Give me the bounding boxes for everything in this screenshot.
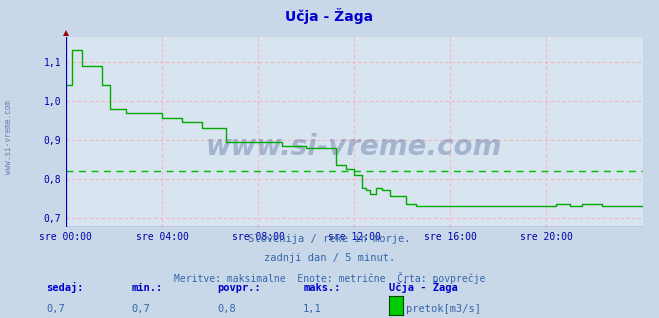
Text: sedaj:: sedaj: [46, 282, 84, 293]
Text: zadnji dan / 5 minut.: zadnji dan / 5 minut. [264, 253, 395, 263]
Text: maks.:: maks.: [303, 283, 341, 293]
Text: www.si-vreme.com: www.si-vreme.com [4, 100, 13, 174]
Text: min.:: min.: [132, 283, 163, 293]
Text: Učja - Žaga: Učja - Žaga [285, 8, 374, 24]
Text: 0,7: 0,7 [46, 304, 65, 314]
Text: povpr.:: povpr.: [217, 283, 261, 293]
Text: pretok[m3/s]: pretok[m3/s] [406, 304, 481, 314]
Text: 0,7: 0,7 [132, 304, 150, 314]
Text: Meritve: maksimalne  Enote: metrične  Črta: povprečje: Meritve: maksimalne Enote: metrične Črta… [174, 272, 485, 284]
Text: www.si-vreme.com: www.si-vreme.com [206, 133, 502, 161]
Text: Učja - Žaga: Učja - Žaga [389, 281, 457, 293]
Text: 0,8: 0,8 [217, 304, 236, 314]
Text: 1,1: 1,1 [303, 304, 322, 314]
Text: Slovenija / reke in morje.: Slovenija / reke in morje. [248, 234, 411, 244]
